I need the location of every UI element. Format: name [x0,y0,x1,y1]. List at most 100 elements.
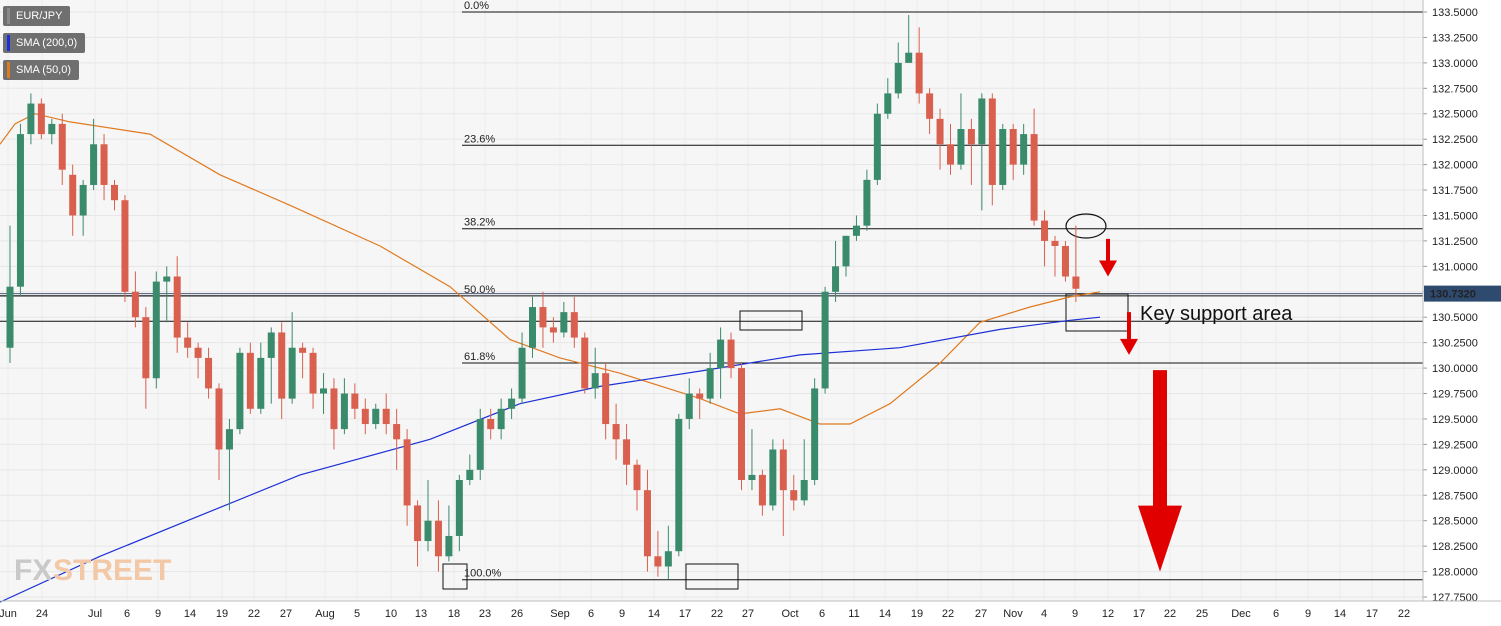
candle-body [424,520,432,542]
highlight-box [685,563,739,590]
x-tick-label: 27 [975,608,987,620]
candle-body [299,347,307,353]
candle-body [926,93,934,119]
candle-body [111,184,118,201]
candle-body [779,449,787,491]
candle-body [257,357,265,409]
candle-body [738,368,745,480]
y-tick-label: 130.5000 [1432,312,1478,324]
candle-body [643,490,651,557]
fib-label: 61.8% [464,351,495,363]
candle-body [267,332,275,358]
candle-body [863,179,871,226]
candle-body [434,520,442,557]
legend-sma50-label: SMA (50,0) [16,64,72,76]
y-tick-label: 129.0000 [1432,465,1478,477]
candle-body [163,276,171,282]
highlight-box [442,563,468,590]
candle-body [664,551,672,567]
arrow-down-small-1 [1099,238,1117,277]
legend-symbol[interactable]: EUR/JPY [3,6,71,26]
candle-body [518,347,526,399]
x-tick-label: 26 [511,608,523,620]
x-tick-label: 23 [479,608,491,620]
x-tick-label: 25 [1196,608,1208,620]
candle-body [100,144,108,185]
candle-body [602,373,610,425]
y-tick-label: 131.5000 [1432,210,1478,222]
highlight-box [739,310,803,331]
x-tick-label: 17 [1366,608,1378,620]
x-tick-label: 22 [711,608,723,620]
candle-body [1041,220,1049,241]
y-tick-label: 133.0000 [1432,58,1478,70]
candle-body [476,418,484,470]
x-tick-label: 6 [124,608,130,620]
candle-body [811,388,819,480]
legend-sma200[interactable]: SMA (200,0) [3,33,86,53]
candle-body [821,291,829,389]
legend-sma200-label: SMA (200,0) [16,37,78,49]
x-tick-label: 14 [1334,608,1346,620]
y-tick-label: 130.0000 [1432,363,1478,375]
candle-body [884,93,892,114]
candle-body [539,307,547,328]
y-tick-label: 132.0000 [1432,160,1478,172]
legend-swatch-sma50 [7,62,10,78]
x-tick-label: 14 [648,608,660,620]
candle-body [508,398,516,409]
candle-body [121,200,129,292]
candle-body [173,276,181,338]
candle-body [215,388,223,450]
legend-sma50[interactable]: SMA (50,0) [3,60,80,80]
candle-body [685,393,693,419]
candle-body [800,480,808,501]
candle-body [790,490,798,501]
candle-body [414,505,422,542]
x-tick-label: 18 [448,608,460,620]
candle-body [988,98,996,185]
candle-body [320,388,327,394]
x-tick-label: 6 [819,608,825,620]
candle-body [225,429,233,450]
candle-body [466,469,474,480]
candle-body [194,347,202,358]
x-tick-label: 27 [280,608,292,620]
candle-body [581,337,589,389]
x-tick-label: 9 [1305,608,1311,620]
candle-body [142,317,150,379]
candle-body [382,408,390,425]
y-tick-label: 128.5000 [1432,516,1478,528]
candle-body [769,449,777,506]
candle-body [852,225,860,236]
y-tick-label: 129.7500 [1432,389,1478,401]
y-tick-label: 131.2500 [1432,236,1478,248]
candle-body [37,103,45,135]
candle-body [727,339,735,369]
y-tick-label: 131.7500 [1432,185,1478,197]
candle-body [894,62,902,94]
y-tick-label: 128.2500 [1432,541,1478,553]
candle-body [957,129,965,165]
x-tick-label: 22 [1164,608,1176,620]
x-tick-label: Dec [1231,608,1251,620]
y-tick-label: 133.5000 [1432,7,1478,19]
candle-body [278,332,286,399]
candle-body [675,418,683,552]
candle-body [591,373,599,389]
candle-body [90,144,98,185]
candle-body [529,307,536,348]
candle-body [487,418,495,430]
candle-body [706,368,714,399]
candle-body [236,352,244,430]
x-tick-label: 12 [1102,608,1114,620]
candle-body [131,291,139,318]
x-tick-label: 14 [879,608,891,620]
fib-label: 100.0% [464,568,502,580]
y-tick-label: 132.7500 [1432,83,1478,95]
x-tick-label: 22 [942,608,954,620]
candle-body [246,352,254,409]
candle-body [549,327,557,333]
candle-body [340,393,348,430]
